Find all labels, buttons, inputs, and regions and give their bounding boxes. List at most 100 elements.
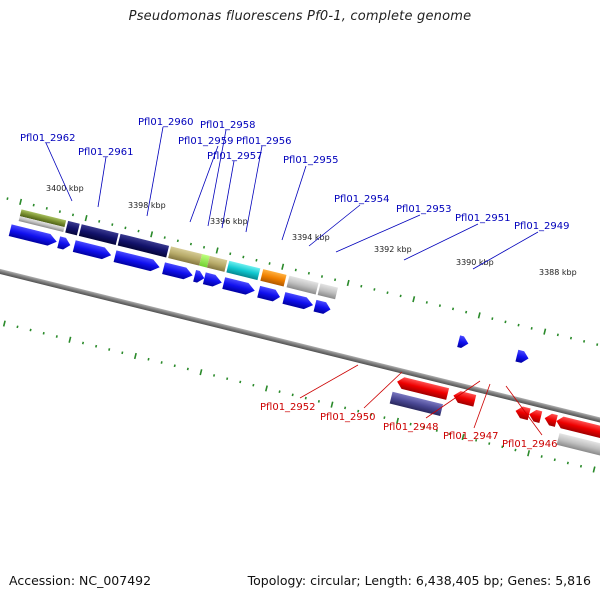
reverse-gene-arrow (515, 406, 531, 421)
minor-tick (163, 236, 166, 239)
minor-tick (370, 413, 373, 416)
minor-tick (451, 307, 455, 311)
minor-tick (583, 339, 586, 343)
major-tick (199, 369, 203, 376)
minor-tick (475, 438, 478, 442)
minor-tick (491, 317, 494, 320)
gene-label-pfl01-2961[interactable]: Pfl01_2961 (78, 147, 134, 158)
feature-box (199, 254, 210, 268)
minor-tick (189, 242, 193, 246)
gene-label-pfl01-2962[interactable]: Pfl01_2962 (20, 133, 76, 144)
minor-tick (517, 323, 520, 327)
feature-box (286, 275, 319, 295)
major-tick (68, 336, 72, 343)
minor-tick (448, 432, 451, 436)
feature-box (226, 260, 261, 281)
minor-tick (239, 380, 242, 384)
feature-box (317, 283, 338, 300)
gene-label-pfl01-2959[interactable]: Pfl01_2959 (178, 136, 234, 147)
scale-label: 3390 kbp (456, 258, 494, 267)
minor-tick (386, 291, 389, 295)
gene-label-pfl01-2950[interactable]: Pfl01_2950 (320, 412, 376, 423)
minor-tick (176, 239, 179, 243)
major-tick (330, 401, 334, 408)
minor-tick (242, 255, 245, 259)
minor-tick (55, 335, 58, 338)
minor-tick (71, 213, 75, 217)
forward-gene-arrow (72, 240, 112, 260)
minor-tick (344, 406, 347, 410)
forward-gene-arrow (113, 250, 160, 272)
gene-label-pfl01-2953[interactable]: Pfl01_2953 (396, 204, 452, 215)
minor-tick (304, 396, 307, 400)
minor-tick (42, 331, 45, 335)
gene-label-pfl01-2949[interactable]: Pfl01_2949 (514, 221, 570, 232)
minor-tick (186, 367, 189, 371)
feature-box (389, 391, 444, 416)
major-tick (412, 296, 416, 303)
scale-ticks-upper (6, 197, 599, 346)
major-tick (346, 279, 350, 287)
gene-label-pfl01-2957[interactable]: Pfl01_2957 (207, 151, 263, 162)
minor-tick (373, 288, 376, 291)
major-tick (133, 352, 137, 360)
minor-tick (226, 377, 229, 381)
forward-gene-arrow (57, 236, 71, 250)
feature-box (260, 269, 287, 287)
gene-label-pfl01-2947[interactable]: Pfl01_2947 (443, 431, 499, 442)
gene-label-pfl01-2946[interactable]: Pfl01_2946 (502, 439, 558, 450)
minor-tick (111, 223, 114, 226)
major-tick (84, 214, 88, 222)
gene-label-pfl01-2948[interactable]: Pfl01_2948 (383, 422, 439, 433)
feature-box (168, 246, 203, 266)
scale-label: 3398 kbp (128, 201, 166, 210)
minor-tick (556, 333, 559, 337)
forward-gene-arrow (202, 272, 222, 287)
minor-tick (579, 464, 583, 468)
gene-label-pfl01-2951[interactable]: Pfl01_2951 (455, 213, 511, 224)
forward-gene-arrow (257, 285, 281, 302)
major-tick (281, 263, 285, 270)
minor-tick (465, 310, 468, 314)
minor-tick (334, 278, 337, 282)
minor-tick (16, 325, 19, 329)
forward-gene-arrow (457, 335, 469, 348)
scale-label: 3394 kbp (292, 233, 330, 242)
gene-label-pfl01-2956[interactable]: Pfl01_2956 (236, 136, 292, 147)
forward-arrow-row (8, 224, 529, 363)
major-tick (543, 328, 547, 335)
feature-box (206, 255, 228, 272)
major-tick (396, 417, 400, 424)
gene-label-pfl01-2960[interactable]: Pfl01_2960 (138, 117, 194, 128)
forward-gene-arrow (313, 299, 331, 314)
reverse-feature-row (389, 391, 600, 462)
minor-tick (540, 455, 543, 458)
major-tick (150, 231, 154, 238)
minor-tick (45, 207, 48, 210)
reverse-arrow-row (397, 377, 600, 444)
minor-tick (160, 361, 163, 364)
major-tick (477, 312, 481, 319)
minor-tick (569, 336, 573, 340)
minor-tick (596, 343, 599, 346)
minor-tick (409, 422, 412, 426)
forward-gene-arrow (162, 262, 193, 280)
gene-label-pfl01-2954[interactable]: Pfl01_2954 (334, 194, 390, 205)
minor-tick (124, 226, 127, 230)
scale-label: 3392 kbp (374, 245, 412, 254)
reverse-gene-labels: Pfl01_2952 Pfl01_2950 Pfl01_2948 Pfl01_2… (260, 402, 558, 450)
gene-label-pfl01-2955[interactable]: Pfl01_2955 (283, 155, 339, 166)
minor-tick (212, 374, 216, 377)
minor-tick (202, 245, 206, 249)
feature-box (19, 209, 67, 228)
minor-tick (252, 383, 255, 387)
gene-label-pfl01-2958[interactable]: Pfl01_2958 (200, 120, 256, 131)
minor-tick (317, 400, 320, 403)
reverse-gene-arrow (397, 377, 450, 400)
minor-tick (291, 393, 294, 397)
major-tick (19, 198, 23, 205)
minor-tick (173, 364, 176, 368)
feature-box (117, 233, 170, 258)
gene-label-pfl01-2952[interactable]: Pfl01_2952 (260, 402, 316, 413)
